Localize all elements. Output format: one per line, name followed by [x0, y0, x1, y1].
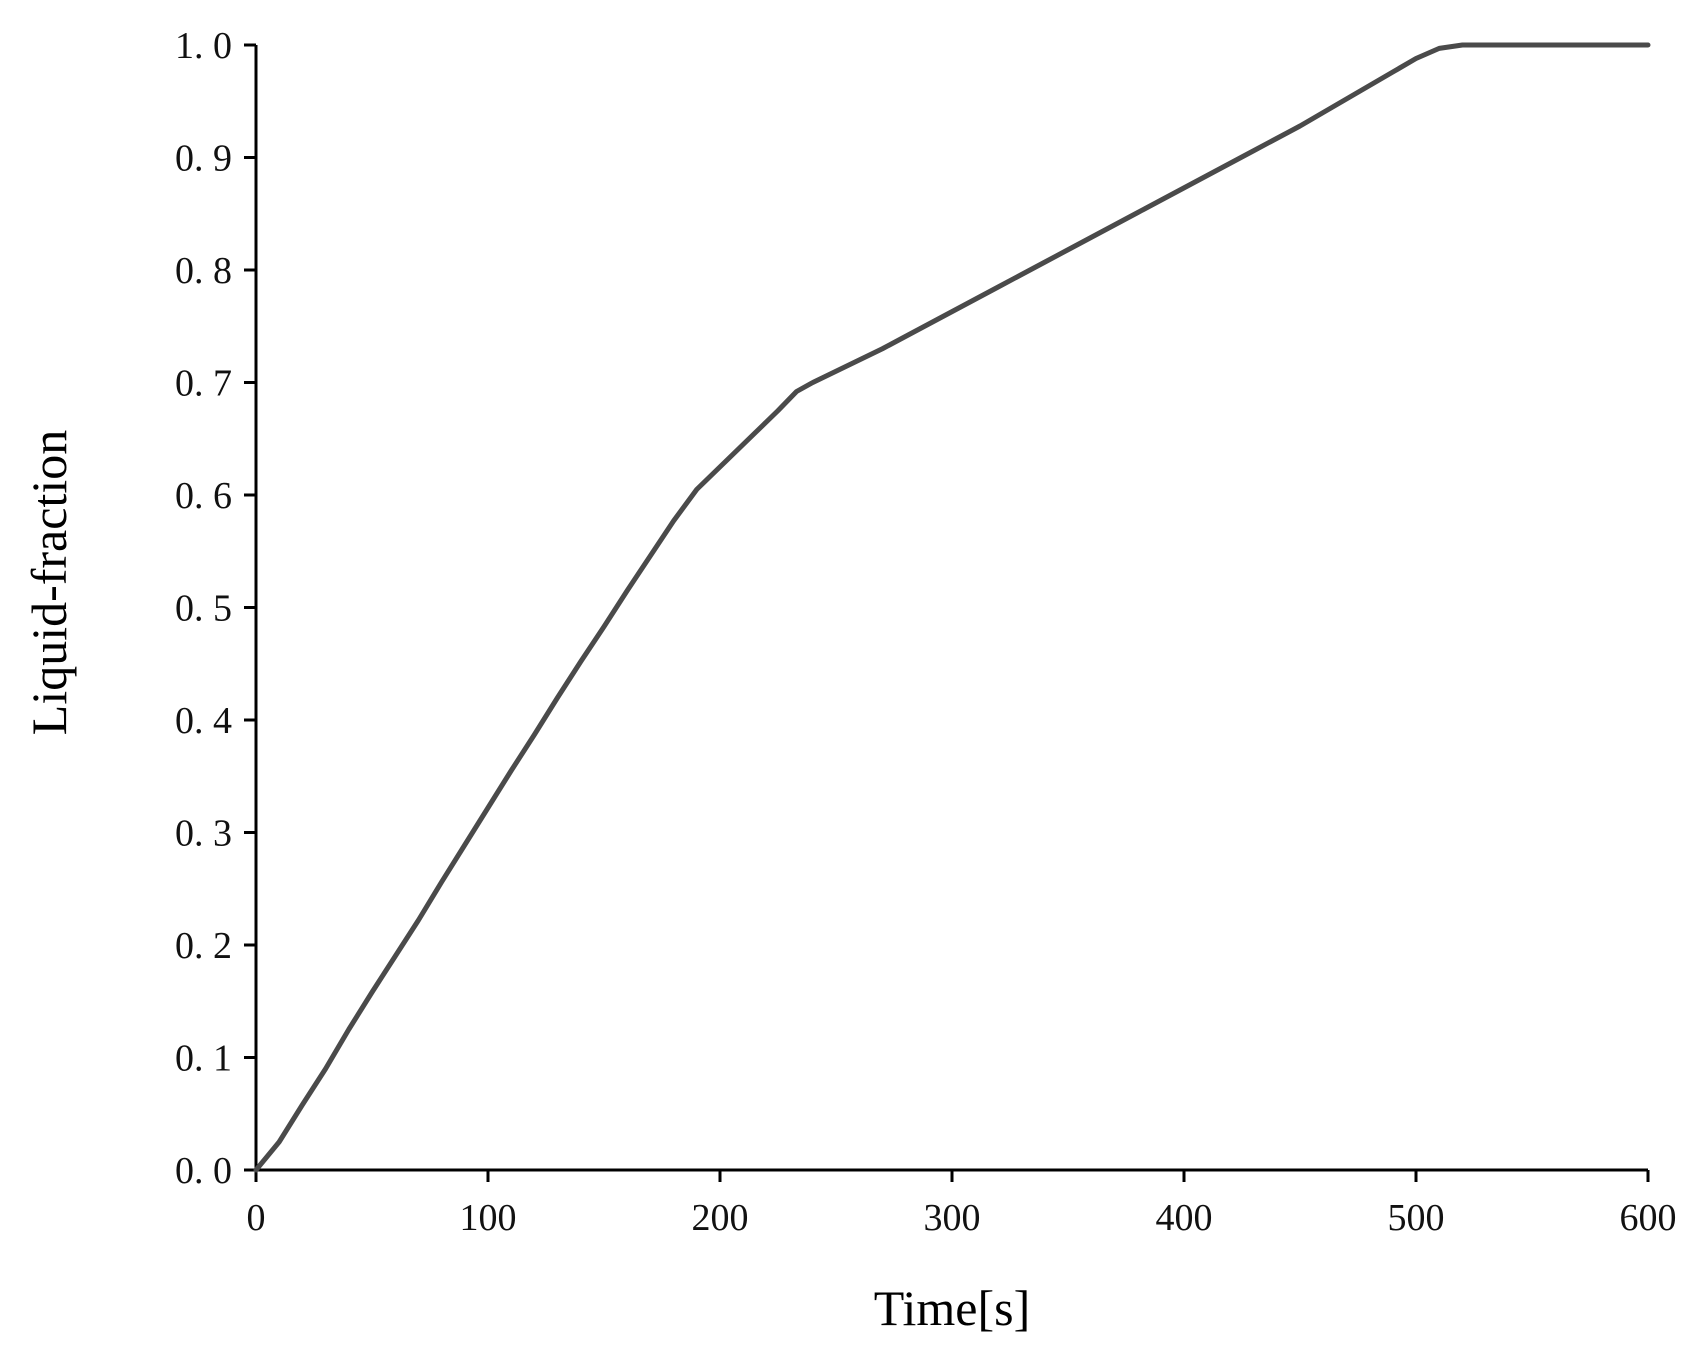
x-axis-title: Time[s] — [874, 1280, 1031, 1336]
y-tick-label: 0. 0 — [175, 1150, 232, 1192]
y-tick-label: 0. 8 — [175, 250, 232, 292]
y-tick-label: 0. 9 — [175, 138, 232, 180]
y-tick-label: 0. 1 — [175, 1038, 232, 1080]
x-axis-ticks: 0 100 200 300 400 500 600 — [247, 1170, 1677, 1239]
y-tick-label: 0. 4 — [175, 700, 232, 742]
y-tick-label: 0. 3 — [175, 813, 232, 855]
y-tick-label: 0. 7 — [175, 363, 232, 405]
x-tick-label: 500 — [1388, 1197, 1445, 1239]
x-tick-label: 400 — [1156, 1197, 1213, 1239]
y-tick-label: 1. 0 — [175, 25, 232, 67]
y-tick-label: 0. 6 — [175, 475, 232, 517]
liquid-fraction-line — [253, 42, 1651, 1173]
x-tick-label: 600 — [1620, 1197, 1677, 1239]
x-tick-label: 200 — [692, 1197, 749, 1239]
x-tick-label: 100 — [460, 1197, 517, 1239]
plot-area: 0. 0 0. 1 0. 2 0. 3 0. 4 0. 5 0. 6 0. 7 0. 8 0. 9… — [175, 25, 1677, 1239]
y-tick-label: 0. 5 — [175, 588, 232, 630]
x-tick-label: 0 — [247, 1197, 266, 1239]
y-tick-label: 0. 2 — [175, 925, 232, 967]
y-axis-ticks: 0. 0 0. 1 0. 2 0. 3 0. 4 0. 5 0. 6 0. 7 0. 8 0. 9… — [175, 25, 256, 1192]
y-axis-title: Liquid-fraction — [21, 430, 77, 735]
series-layer — [253, 42, 1651, 1173]
x-tick-label: 300 — [924, 1197, 981, 1239]
